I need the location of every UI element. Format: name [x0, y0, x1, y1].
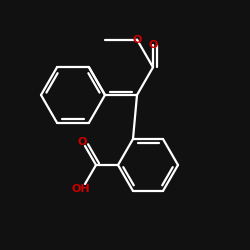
Text: O: O — [148, 40, 158, 50]
Text: OH: OH — [72, 184, 90, 194]
Text: O: O — [132, 34, 142, 44]
Text: O: O — [77, 137, 87, 147]
